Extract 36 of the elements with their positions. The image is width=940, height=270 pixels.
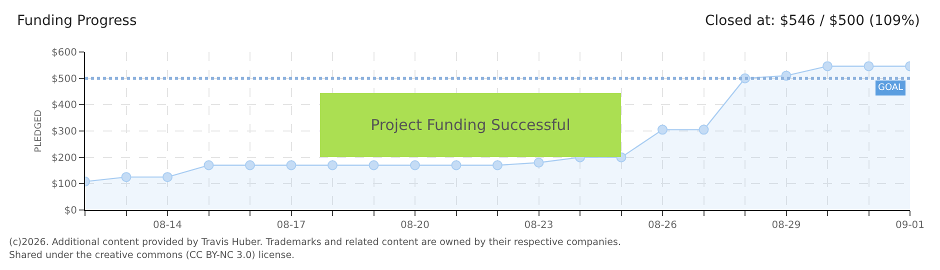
- point: [245, 160, 255, 170]
- chart-title: Funding Progress: [17, 13, 137, 29]
- point: [864, 61, 874, 72]
- point: [368, 160, 379, 170]
- x-tick-label: 08-14: [152, 220, 182, 231]
- x-tick-label: 08-20: [400, 220, 430, 231]
- y-tick-label: $400: [52, 100, 77, 112]
- y-tick-label: $600: [52, 48, 77, 58]
- x-tick-label: 08-23: [524, 220, 554, 231]
- x-tick-label: 09-01: [895, 220, 925, 231]
- y-tick-label: $0: [64, 206, 77, 216]
- point: [451, 160, 462, 170]
- point: [698, 124, 709, 135]
- point: [492, 160, 502, 170]
- chart-subtitle: Closed at: $546 / $500 (109%): [705, 13, 920, 29]
- point: [410, 160, 420, 170]
- x-tick-label: 08-17: [276, 220, 306, 231]
- point: [328, 160, 338, 170]
- point: [204, 160, 214, 170]
- point: [534, 158, 544, 168]
- y-tick-label: $500: [52, 74, 77, 85]
- point: [162, 172, 172, 182]
- point: [822, 61, 832, 72]
- x-tick-label: 08-29: [772, 220, 801, 231]
- point: [286, 160, 296, 170]
- text: Shared under the creative commons (CC BY-NC 3.0) license.: [9, 250, 295, 261]
- y-tick-label: $200: [52, 152, 77, 164]
- y-tick-label: $100: [52, 179, 77, 190]
- y-axis-title: PLEDGED: [34, 110, 44, 152]
- ref-line-label: GOAL: [878, 83, 904, 93]
- banner: Project Funding Successful: [320, 93, 621, 157]
- text: (c)2026. Additional content provided by Travis Huber. Trademarks and related content are owned by their respective companies.: [9, 237, 621, 248]
- point: [121, 172, 132, 182]
- point: [658, 124, 668, 135]
- y-tick-label: $300: [52, 126, 77, 138]
- x-tick-label: 08-26: [648, 220, 678, 231]
